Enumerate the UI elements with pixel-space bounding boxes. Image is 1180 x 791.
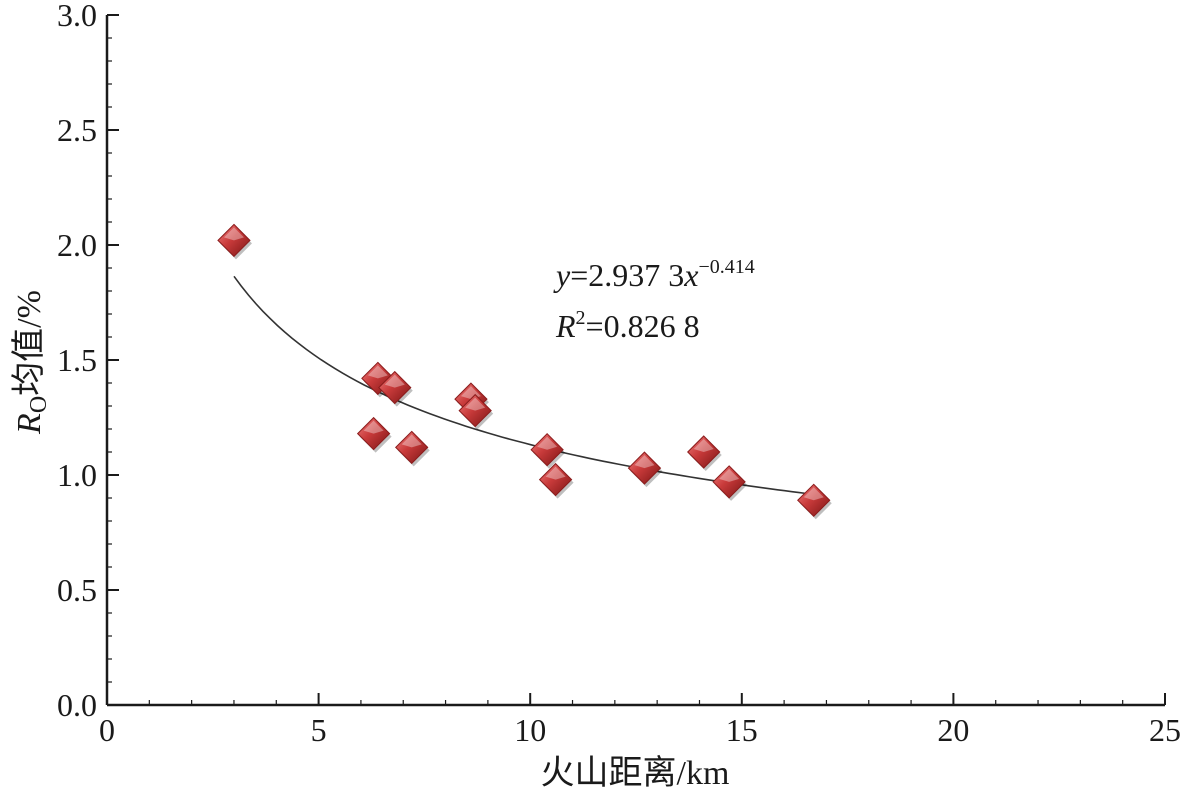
data-point	[530, 432, 566, 469]
data-point-highlight	[693, 439, 714, 452]
data-point-highlight	[367, 365, 388, 379]
data-point	[394, 430, 430, 467]
data-point-highlight	[363, 420, 384, 434]
data-point-diamond	[378, 370, 412, 405]
x-tick-label: 10	[514, 712, 546, 748]
data-point-diamond	[356, 416, 391, 451]
data-point-diamond	[797, 483, 831, 518]
y-tick-label: 2.0	[57, 227, 97, 263]
data-point-highlight	[223, 227, 244, 241]
r-squared-var: R	[555, 308, 576, 344]
y-axis-title-main: R	[11, 413, 48, 435]
data-point	[627, 451, 663, 488]
y-tick-label: 1.0	[57, 457, 97, 493]
y-tick-label: 3.0	[57, 0, 97, 33]
data-point-diamond	[458, 393, 492, 428]
power-trendline	[233, 275, 814, 496]
y-tick-label: 0.5	[57, 572, 97, 608]
data-point-diamond	[530, 432, 564, 467]
data-point-highlight	[401, 434, 422, 448]
data-point-highlight	[634, 455, 655, 469]
data-point	[361, 361, 396, 398]
data-point-highlight	[545, 466, 566, 480]
equation-y-var: y	[553, 257, 571, 293]
x-axis-title: 火山距离/km	[541, 754, 730, 791]
data-point	[378, 370, 413, 407]
data-point-highlight	[719, 468, 740, 482]
y-tick-label: 0.0	[57, 687, 97, 723]
data-point-diamond	[627, 451, 662, 485]
r-squared-label: R2=0.826 8	[555, 307, 700, 344]
x-tick-label: 5	[311, 712, 327, 748]
data-point	[217, 223, 252, 260]
data-point-diamond	[538, 462, 573, 497]
x-tick-label: 20	[937, 712, 969, 748]
x-tick-label: 15	[726, 712, 758, 748]
r-squared-exponent: 2	[576, 307, 586, 329]
data-point-highlight	[537, 436, 558, 450]
equation-mid: =2.937 3	[570, 257, 684, 293]
data-point-diamond	[217, 223, 251, 258]
data-point	[712, 465, 748, 501]
axes	[105, 15, 1165, 707]
equation-x-var: x	[683, 257, 698, 293]
y-tick-label: 1.5	[57, 342, 97, 378]
equation-exponent: −0.414	[698, 256, 754, 278]
x-tick-label: 25	[1149, 712, 1180, 748]
data-point	[356, 416, 392, 453]
data-point	[687, 435, 722, 471]
data-point-highlight	[803, 487, 824, 501]
data-point-highlight	[465, 397, 486, 411]
y-axis-title: RO均值/%	[10, 290, 52, 435]
data-point	[458, 393, 494, 430]
x-tick-label: 0	[99, 712, 115, 748]
y-axis-title-rest: 均值/%	[10, 290, 48, 396]
trendline-equation: y=2.937 3x−0.414	[553, 256, 755, 293]
data-point	[797, 483, 832, 520]
data-point-diamond	[712, 465, 746, 499]
data-points	[217, 223, 832, 520]
data-point-highlight	[384, 374, 405, 388]
y-axis-title-sub: O	[26, 396, 52, 413]
data-point	[538, 462, 574, 499]
tick-labels: 0 5 10 15 20 25 0.0 0.5 1.0 1.5 2.0 2.5 3.0	[57, 0, 1180, 748]
y-tick-label: 2.5	[57, 112, 97, 148]
data-point-diamond	[394, 430, 429, 465]
r-squared-value: =0.826 8	[586, 308, 700, 344]
axis-ticks	[106, 14, 1166, 706]
data-point-diamond	[687, 435, 721, 469]
